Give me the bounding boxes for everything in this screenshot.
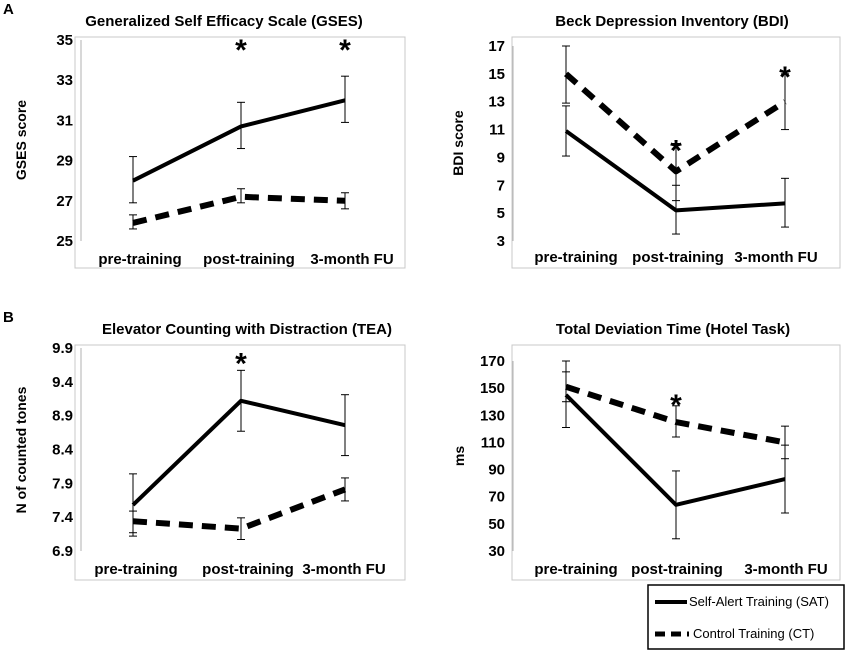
x-tick-label: 3-month FU: [734, 249, 817, 266]
chart-gses: Generalized Self Efficacy Scale (GSES) GS…: [13, 13, 406, 269]
y-tick-label: 50: [488, 516, 505, 533]
x-tick-label: pre-training: [98, 251, 181, 268]
plot-frame: [511, 344, 841, 581]
series-line-ct: [132, 193, 346, 226]
y-tick-label: 7.4: [52, 509, 74, 526]
chart-hotel-task: Total Deviation Time (Hotel Task) ms 30 50 7…: [451, 321, 841, 581]
y-axis-title: ms: [451, 446, 467, 466]
significance-star: *: [235, 34, 247, 67]
y-axis-title: GSES score: [13, 100, 29, 180]
plot-frame: [74, 36, 406, 269]
chart-title: Elevator Counting with Distraction (TEA): [102, 321, 392, 338]
y-tick-label: 170: [480, 353, 505, 370]
y-tick-label: 7.9: [52, 475, 73, 492]
y-tick-label: 29: [56, 153, 73, 170]
y-tick-label: 8.4: [52, 442, 74, 459]
x-tick-label: pre-training: [534, 249, 617, 266]
y-tick-label: 33: [56, 72, 73, 89]
y-tick-label: 70: [488, 489, 505, 506]
y-tick-label: 31: [56, 112, 73, 129]
y-tick-label: 13: [488, 94, 505, 111]
y-tick-label: 35: [56, 32, 73, 49]
y-tick-label: 15: [488, 66, 505, 83]
chart-title: Generalized Self Efficacy Scale (GSES): [85, 13, 363, 30]
significance-star: *: [779, 61, 791, 94]
x-tick-label: post-training: [202, 561, 294, 578]
y-tick-label: 17: [488, 38, 505, 55]
y-tick-label: 9.4: [52, 374, 74, 391]
significance-star: *: [670, 389, 682, 422]
x-tick-label: pre-training: [94, 561, 177, 578]
y-tick-label: 30: [488, 543, 505, 560]
series-line-sat: [131, 398, 346, 507]
y-axis-title: N of counted tones: [13, 386, 29, 513]
legend-sat-label: Self-Alert Training (SAT): [689, 594, 829, 609]
plot-frame: [511, 36, 841, 269]
legend-box: [647, 584, 845, 650]
y-tick-label: 6.9: [52, 543, 73, 560]
x-tick-label: 3-month FU: [744, 561, 827, 578]
chart-title: Total Deviation Time (Hotel Task): [556, 321, 790, 338]
x-tick-label: pre-training: [534, 561, 617, 578]
y-tick-label: 3: [497, 233, 505, 250]
y-tick-label: 110: [481, 434, 505, 451]
y-tick-label: 5: [497, 205, 505, 222]
y-tick-label: 25: [56, 233, 73, 250]
y-tick-label: 9.9: [52, 340, 73, 357]
y-tick-label: 27: [56, 193, 73, 210]
panel-label-a: A: [3, 1, 14, 18]
x-tick-label: post-training: [631, 561, 723, 578]
chart-bdi: Beck Depression Inventory (BDI) BDI score…: [450, 13, 841, 269]
x-tick-label: 3-month FU: [302, 561, 385, 578]
y-tick-label: 130: [480, 407, 505, 424]
significance-star: *: [235, 347, 247, 380]
x-tick-label: post-training: [203, 251, 295, 268]
y-axis-title: BDI score: [450, 110, 466, 176]
series-line-sat: [132, 98, 346, 183]
legend: Self-Alert Training (SAT) Control Traini…: [647, 584, 845, 650]
y-tick-label: 8.9: [52, 408, 73, 425]
y-tick-label: 90: [488, 462, 505, 479]
y-tick-label: 11: [489, 122, 505, 139]
plot-frame: [74, 344, 406, 581]
chart-tea: Elevator Counting with Distraction (TEA)…: [13, 321, 406, 581]
significance-star: *: [670, 135, 682, 168]
y-tick-label: 9: [497, 149, 505, 166]
y-tick-label: 150: [480, 380, 505, 397]
x-tick-label: post-training: [632, 249, 724, 266]
legend-ct-label: Control Training (CT): [693, 626, 814, 641]
significance-star: *: [339, 34, 351, 67]
panel-label-b: B: [3, 309, 14, 326]
y-tick-label: 7: [497, 177, 505, 194]
x-tick-label: 3-month FU: [310, 251, 393, 268]
chart-title: Beck Depression Inventory (BDI): [555, 13, 788, 30]
series-line-ct: [132, 486, 347, 532]
